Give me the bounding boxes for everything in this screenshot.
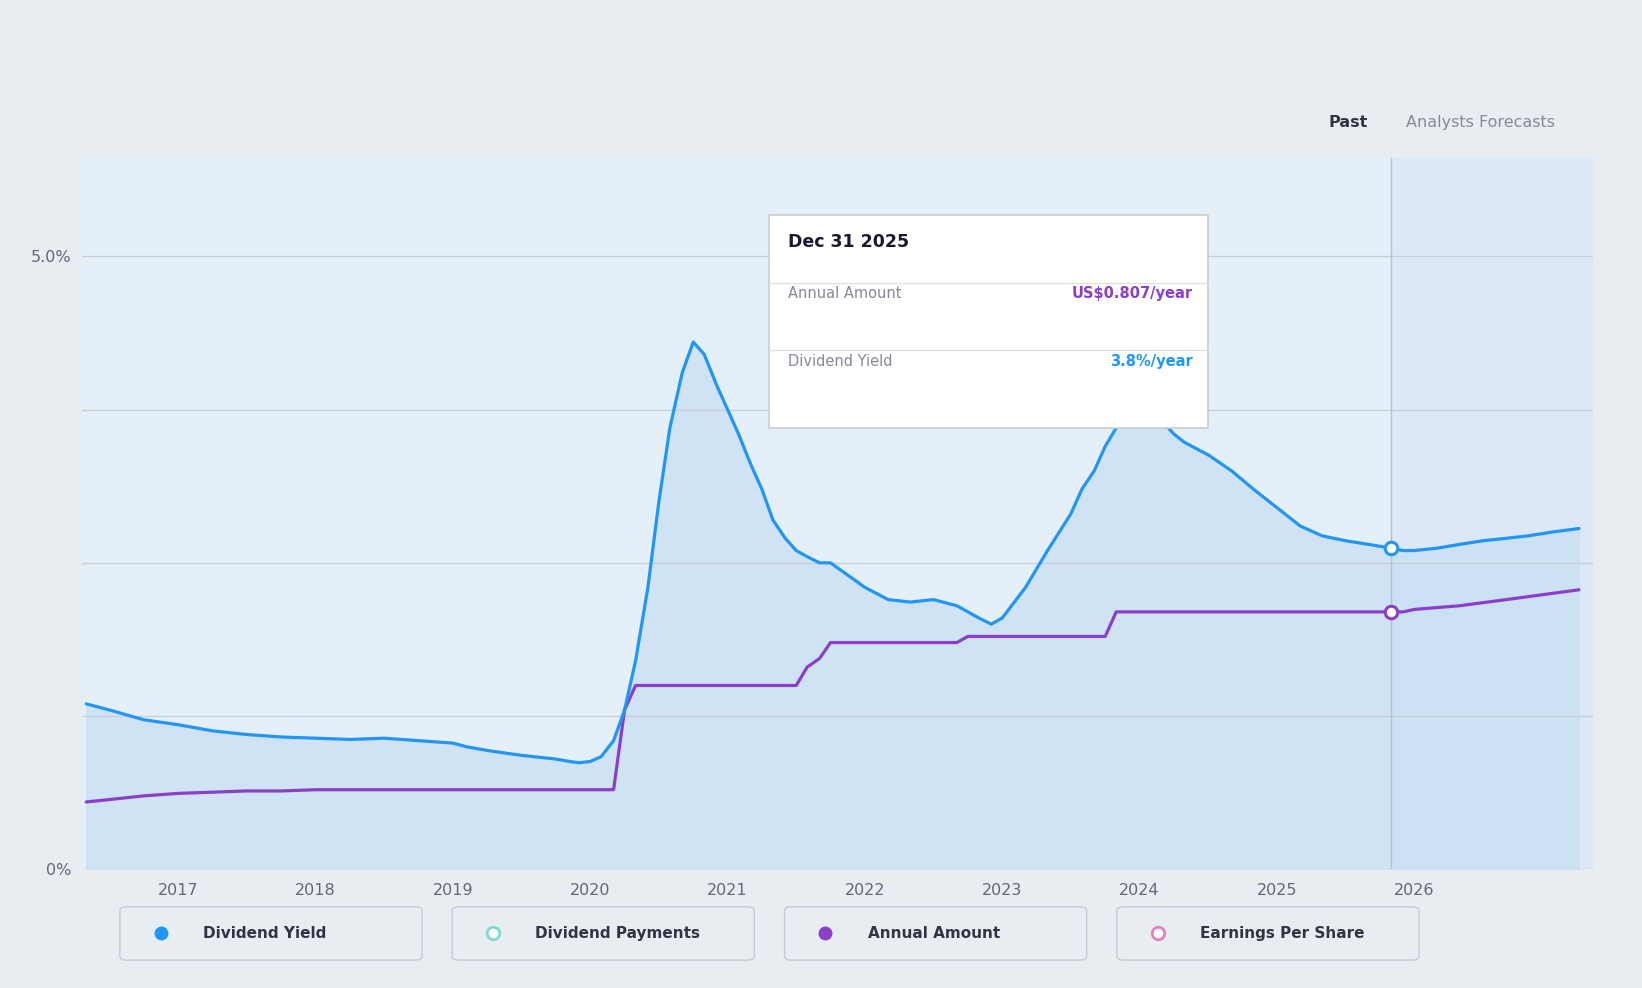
FancyBboxPatch shape <box>120 907 422 960</box>
Text: Past: Past <box>1328 115 1368 129</box>
Text: Dividend Payments: Dividend Payments <box>535 926 699 941</box>
Text: Annual Amount: Annual Amount <box>867 926 1000 941</box>
FancyBboxPatch shape <box>452 907 754 960</box>
Bar <box>1391 158 1593 869</box>
Bar <box>82 158 1391 869</box>
Text: Analysts Forecasts: Analysts Forecasts <box>1406 115 1555 129</box>
Text: 3.8%/year: 3.8%/year <box>1110 354 1192 369</box>
Text: Earnings Per Share: Earnings Per Share <box>1200 926 1365 941</box>
FancyBboxPatch shape <box>1117 907 1419 960</box>
Text: Dividend Yield: Dividend Yield <box>204 926 327 941</box>
Text: US$0.807/year: US$0.807/year <box>1071 287 1192 301</box>
Text: Annual Amount: Annual Amount <box>788 287 901 301</box>
Text: Dec 31 2025: Dec 31 2025 <box>788 233 908 251</box>
FancyBboxPatch shape <box>785 907 1087 960</box>
Text: Dividend Yield: Dividend Yield <box>788 354 892 369</box>
FancyBboxPatch shape <box>770 215 1207 429</box>
